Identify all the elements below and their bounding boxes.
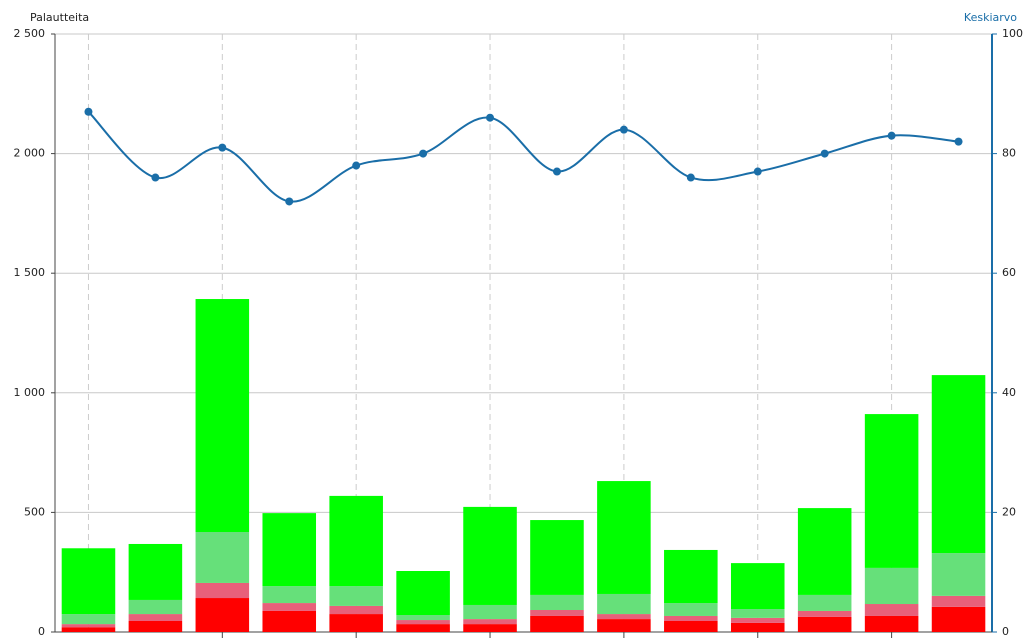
bar-segment [530, 520, 584, 595]
line-point [352, 161, 361, 170]
bar-segment [664, 615, 718, 621]
bar-segment [597, 619, 651, 632]
line [87, 111, 959, 203]
bar-segment [530, 615, 584, 632]
bar-segment [931, 606, 986, 632]
bar-segment [262, 586, 317, 604]
bar-segment [864, 567, 919, 605]
bar-segment [262, 603, 317, 611]
bar-segment [195, 582, 250, 599]
y-tick-label: 500 [24, 505, 45, 518]
bar-segment [329, 586, 383, 606]
bar-segment [128, 599, 183, 615]
bar-segment [463, 604, 517, 620]
bar-segment [329, 605, 383, 615]
bar-segment [931, 595, 986, 607]
line-point [419, 149, 428, 158]
bar-segment [730, 622, 785, 632]
bar-segment [463, 624, 517, 632]
bar-segment [128, 614, 183, 621]
bar-segment [396, 571, 450, 616]
bar-segment [864, 414, 919, 568]
bar-segment [797, 594, 852, 611]
bar-segment [329, 614, 383, 632]
bar-segment [61, 624, 116, 628]
bar-segment [61, 627, 116, 632]
y-tick-label: 2 500 [14, 27, 46, 40]
y2-tick-label: 40 [1002, 386, 1016, 399]
line-point [753, 167, 762, 176]
bar-segment [664, 549, 718, 604]
bar-segment [61, 614, 116, 625]
y2-tick-label: 100 [1002, 27, 1023, 40]
bar-segment [864, 615, 919, 632]
line-point [820, 149, 829, 158]
y-tick-label: 0 [38, 625, 45, 638]
y2-tick-label: 80 [1002, 147, 1016, 160]
line-point [954, 137, 963, 146]
bar-segment [128, 620, 183, 632]
bar-segment [597, 614, 651, 620]
bar-segment [530, 594, 584, 610]
y-tick-label: 2 000 [14, 147, 46, 160]
bar-segment [195, 532, 250, 583]
y-axis-title: Palautteita [30, 11, 89, 24]
y-tick-label: 1 500 [14, 266, 46, 279]
line-point [887, 131, 896, 140]
bar-segment [730, 609, 785, 618]
line-point [84, 107, 93, 116]
line-point [619, 125, 628, 134]
line-point [285, 197, 294, 206]
bar-segment [664, 620, 718, 632]
bar-segment [797, 508, 852, 595]
line-point [686, 173, 695, 182]
bar-segment [128, 543, 183, 600]
bar-segment [463, 506, 517, 605]
bar-segment [195, 598, 250, 632]
bar-segment [530, 609, 584, 616]
bar-segment [262, 513, 317, 587]
bar-segment [329, 495, 383, 587]
line-point [552, 167, 561, 176]
y2-tick-label: 0 [1002, 625, 1009, 638]
bar-segment [396, 620, 450, 625]
bar-segment [396, 624, 450, 632]
bar-segment [195, 299, 250, 533]
bar-segment [864, 604, 919, 616]
bar-segment [664, 603, 718, 616]
bar-segment [931, 375, 986, 554]
bar-segment [797, 610, 852, 617]
bar-segment [730, 563, 785, 610]
bar-segment [396, 615, 450, 621]
bar-segment [730, 617, 785, 623]
y-tick-label: 1 000 [14, 386, 46, 399]
bar-segment [61, 548, 116, 615]
line-point [218, 143, 227, 152]
line-point [151, 173, 160, 182]
bar-segment [597, 481, 651, 594]
bar-segment [262, 610, 317, 632]
y2-tick-label: 20 [1002, 505, 1016, 518]
y2-tick-label: 60 [1002, 266, 1016, 279]
line-point [486, 113, 495, 122]
bar-segment [797, 616, 852, 632]
y2-axis-title: Keskiarvo [964, 11, 1017, 24]
bar-segment [463, 619, 517, 625]
bar-segment [931, 553, 986, 596]
bar-segment [597, 593, 651, 615]
